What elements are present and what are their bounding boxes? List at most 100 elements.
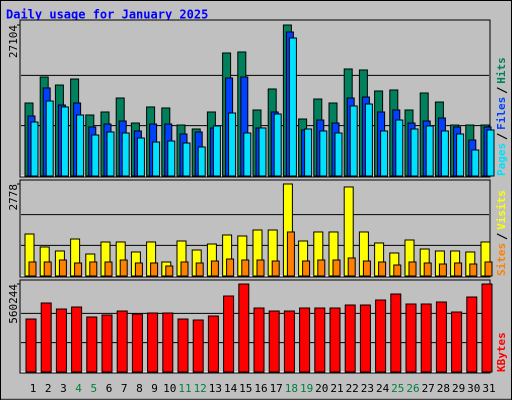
bar [121, 132, 130, 177]
bar [212, 125, 221, 177]
bar [223, 295, 235, 373]
bar [28, 261, 37, 277]
bar [210, 260, 219, 277]
x-tick-label: 17 [270, 382, 283, 395]
x-tick-label: 14 [224, 382, 238, 395]
legend-label: Files [495, 97, 508, 130]
bar [299, 307, 311, 373]
x-tick-label: 13 [209, 382, 222, 395]
legend-label: Visits [495, 190, 508, 230]
bar [91, 134, 100, 177]
bar [192, 319, 204, 373]
bar [283, 310, 295, 373]
bar [393, 264, 402, 277]
bar [319, 130, 328, 177]
bar [344, 304, 356, 373]
bar [101, 314, 113, 373]
x-tick-label: 10 [163, 382, 176, 395]
bar [116, 310, 128, 373]
bar [423, 262, 432, 277]
bar [177, 318, 189, 373]
bar [271, 260, 280, 277]
bar [334, 132, 343, 177]
x-tick-label: 25 [391, 382, 404, 395]
bar [390, 293, 402, 373]
x-tick-label: 30 [467, 382, 480, 395]
bar [76, 114, 85, 177]
bar [481, 283, 493, 373]
legend: Pages Files Hits [495, 57, 508, 176]
legend-separator [496, 133, 508, 140]
x-tick-label: 28 [437, 382, 450, 395]
bar [25, 318, 37, 373]
bar [258, 127, 267, 177]
x-tick-label: 16 [254, 382, 267, 395]
bar [454, 262, 463, 277]
bar [380, 130, 389, 177]
bar [243, 132, 252, 177]
bar [362, 260, 371, 277]
legend-label: Hits [495, 57, 508, 84]
bar [329, 307, 341, 373]
x-tick-label: 11 [178, 382, 191, 395]
bar [408, 261, 417, 277]
bar [40, 302, 52, 373]
bar [425, 125, 434, 177]
bar [438, 263, 447, 277]
bar [314, 307, 326, 373]
bar [359, 304, 371, 373]
bar [268, 310, 280, 373]
bar [228, 112, 237, 177]
bar [466, 296, 478, 373]
bar [405, 303, 417, 373]
bar [440, 130, 449, 177]
x-tick-label: 22 [346, 382, 359, 395]
legend-label: KBytes [495, 332, 508, 372]
bar [332, 259, 341, 277]
bar [197, 146, 206, 177]
bar [273, 113, 282, 177]
x-tick-label: 29 [452, 382, 465, 395]
bar [150, 262, 159, 277]
legend-label: Pages [495, 143, 508, 176]
bar [226, 258, 235, 277]
legend-separator [496, 233, 508, 240]
legend: KBytes [495, 332, 508, 372]
bar [364, 103, 373, 177]
bar [253, 307, 265, 373]
chart-title: Daily usage for January 2025 [6, 8, 208, 22]
x-tick-label: 8 [136, 382, 143, 395]
x-tick-label: 24 [376, 382, 390, 395]
legend-separator [496, 87, 508, 94]
bar [136, 137, 145, 177]
bar [180, 261, 189, 277]
y-tick-label: 27104 [7, 25, 20, 58]
bar [484, 261, 493, 277]
bar [86, 316, 98, 373]
bar [302, 260, 311, 277]
bar [43, 261, 52, 277]
bar [241, 259, 250, 277]
bar [104, 261, 113, 277]
x-tick-label: 1 [30, 382, 37, 395]
bar [60, 106, 69, 177]
bar [119, 259, 128, 277]
x-tick-label: 20 [315, 382, 328, 395]
bar [435, 301, 447, 373]
bar [55, 308, 67, 373]
x-tick-label: 3 [60, 382, 67, 395]
bar [167, 140, 176, 177]
bar [410, 128, 419, 177]
bar [378, 261, 387, 277]
y-tick-label: 560244 [7, 284, 20, 324]
bar [131, 313, 143, 373]
x-tick-label: 2 [45, 382, 52, 395]
x-tick-label: 4 [75, 382, 82, 395]
bar [286, 231, 295, 277]
bar [106, 131, 115, 177]
bar [89, 261, 98, 277]
x-tick-label: 18 [285, 382, 298, 395]
bar [471, 149, 480, 177]
x-tick-label: 9 [151, 382, 158, 395]
